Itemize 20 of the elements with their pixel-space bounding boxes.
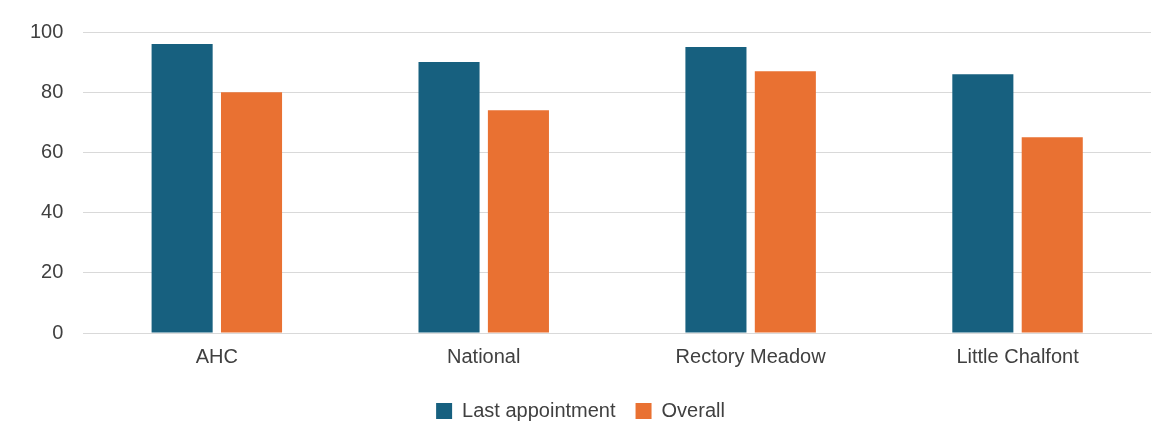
bar [151, 44, 213, 333]
bar [1021, 137, 1083, 333]
x-tick-label: Little Chalfont [956, 344, 1080, 367]
legend-label: Overall [661, 398, 725, 421]
x-tick-label: National [447, 344, 521, 367]
legend-label: Last appointment [462, 398, 616, 421]
y-tick-label: 20 [41, 260, 64, 283]
bar [418, 62, 480, 333]
y-tick-label: 40 [41, 200, 64, 223]
y-tick-label: 0 [52, 320, 64, 343]
bar [487, 110, 549, 333]
y-tick-label: 100 [29, 19, 64, 42]
x-tick-label: AHC [195, 344, 238, 367]
bar [754, 71, 816, 333]
bar [685, 47, 747, 333]
bar [952, 74, 1014, 333]
x-tick-label: Rectory Meadow [675, 344, 827, 367]
y-tick-label: 80 [41, 79, 64, 102]
bar [220, 92, 283, 333]
y-tick-label: 60 [41, 139, 64, 162]
